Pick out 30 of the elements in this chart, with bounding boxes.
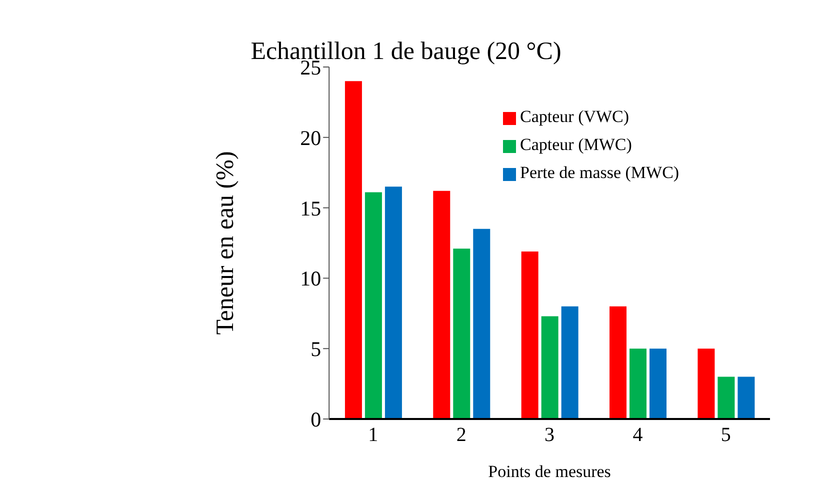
x-tick-label: 5 — [720, 424, 731, 446]
bar — [384, 186, 402, 419]
legend-label: Capteur (VWC) — [520, 107, 630, 126]
bar — [738, 376, 755, 419]
x-tick-label: 2 — [456, 424, 466, 446]
x-tick-label: 3 — [544, 424, 555, 446]
bar — [541, 316, 558, 419]
y-tick-label: 10 — [300, 266, 322, 291]
bar — [630, 348, 647, 419]
bar — [698, 348, 715, 419]
legend-label: Capteur (MWC) — [520, 135, 632, 154]
bar — [718, 376, 735, 419]
bar — [650, 348, 667, 419]
x-tick-label: 4 — [632, 424, 643, 446]
legend-label: Perte de masse (MWC) — [520, 163, 680, 182]
bar — [521, 251, 538, 419]
y-tick-label: 20 — [300, 126, 322, 150]
bar — [364, 192, 382, 419]
bar — [473, 228, 490, 419]
bar — [433, 190, 450, 419]
bar — [344, 81, 362, 419]
y-tick-label: 0 — [310, 407, 322, 432]
bar — [453, 248, 470, 419]
y-tick-label: 15 — [300, 196, 322, 220]
bar — [610, 306, 627, 419]
x-axis-title: Points de mesures — [488, 462, 611, 481]
x-tick-label: 1 — [368, 424, 378, 446]
y-tick-label: 5 — [310, 337, 322, 362]
bar — [561, 306, 578, 419]
y-axis-title: Teneur en eau (%) — [212, 151, 239, 335]
